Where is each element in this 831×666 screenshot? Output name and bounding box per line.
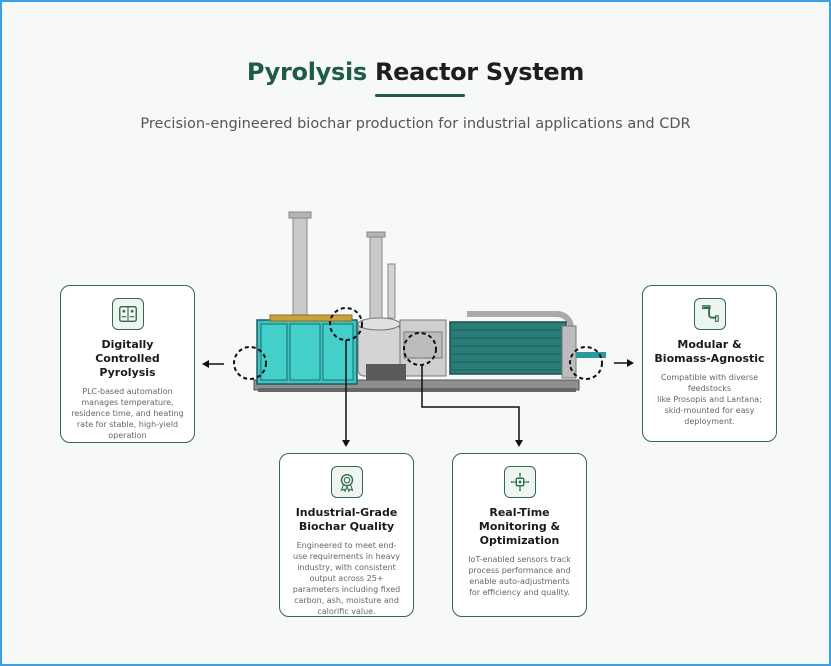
- feature-card-modular: Modular & Biomass-Agnostic Compatible wi…: [642, 285, 777, 442]
- title-accent: Pyrolysis: [246, 58, 367, 86]
- card-title: Digitally Controlled Pyrolysis: [95, 338, 160, 379]
- feature-card-digital-control: Digitally Controlled Pyrolysis PLC-based…: [60, 285, 195, 443]
- iot-chip-icon: [503, 466, 536, 498]
- card-title: Real-Time Monitoring & Optimization: [478, 506, 561, 547]
- card-title: Modular & Biomass-Agnostic: [654, 338, 765, 365]
- feature-card-monitoring: Real-Time Monitoring & Optimization IoT-…: [452, 453, 587, 617]
- page-title: Pyrolysis Reactor System: [2, 58, 829, 86]
- title-rest: Reactor System: [366, 58, 585, 86]
- pipe-icon: [693, 298, 726, 330]
- feature-card-quality: Industrial-Grade Biochar Quality Enginee…: [279, 453, 414, 617]
- title-underline: [375, 94, 465, 97]
- page-subtitle: Precision-engineered biochar production …: [140, 116, 691, 132]
- card-title: Industrial-Grade Biochar Quality: [295, 506, 398, 533]
- control-panel-icon: [111, 298, 144, 330]
- card-text: Compatible with diverse feedstocks like …: [657, 373, 762, 426]
- card-text: PLC-based automation manages temperature…: [71, 387, 184, 440]
- card-text: Engineered to meet end-use requirements …: [292, 541, 401, 616]
- quality-badge-icon: [330, 466, 363, 498]
- card-text: IoT-enabled sensors track process perfor…: [468, 555, 571, 597]
